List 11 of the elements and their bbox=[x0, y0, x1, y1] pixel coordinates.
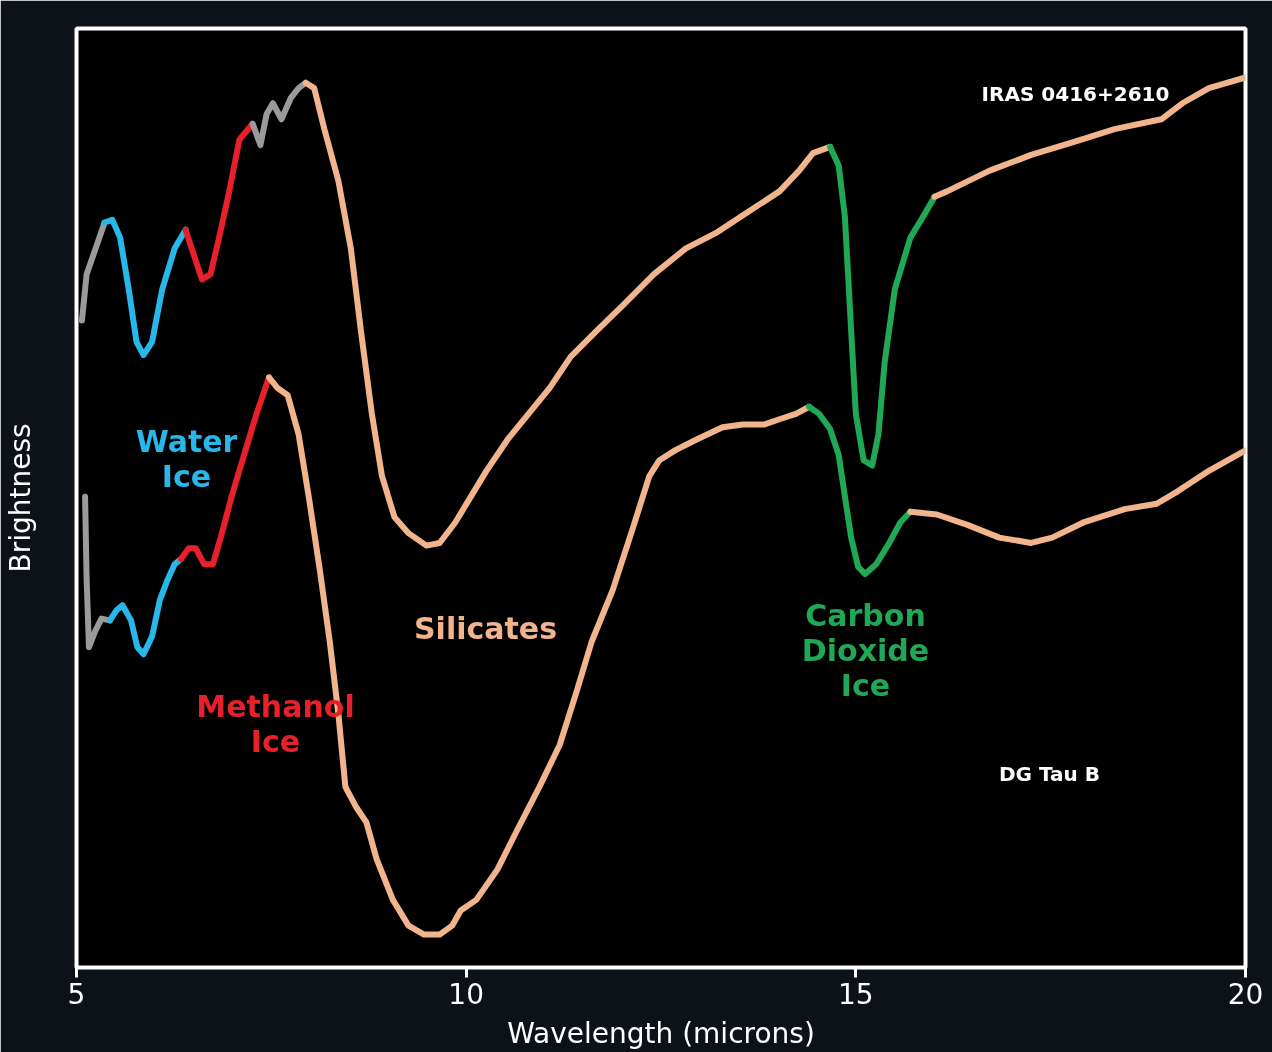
annotation: DG Tau B bbox=[999, 761, 1101, 786]
x-tick-label: 10 bbox=[448, 977, 484, 1011]
annotation: Water Ice bbox=[135, 423, 238, 494]
annotation: Carbon Dioxide Ice bbox=[801, 598, 930, 703]
x-tick-label: 5 bbox=[67, 977, 86, 1011]
annotation: Silicates bbox=[413, 611, 558, 646]
annotation: IRAS 0416+2610 bbox=[981, 81, 1170, 106]
x-tick-label: 15 bbox=[838, 977, 874, 1011]
y-axis-title: Brightness bbox=[3, 423, 37, 573]
x-tick-label: 20 bbox=[1227, 977, 1264, 1011]
x-axis-title: Wavelength (microns) bbox=[507, 1016, 815, 1050]
